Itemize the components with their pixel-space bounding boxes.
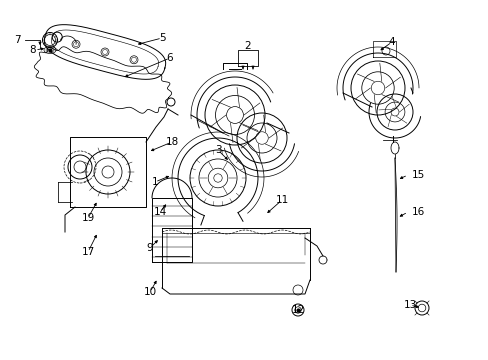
Text: 9: 9 — [146, 243, 153, 253]
Text: 15: 15 — [411, 170, 425, 180]
Text: 5: 5 — [159, 33, 165, 43]
Text: 1: 1 — [151, 177, 158, 187]
Text: 7: 7 — [14, 35, 20, 45]
Text: 17: 17 — [81, 247, 95, 257]
Text: 13: 13 — [403, 300, 416, 310]
Text: 10: 10 — [143, 287, 156, 297]
Text: 8: 8 — [30, 45, 36, 55]
Text: 14: 14 — [153, 207, 166, 217]
Text: 19: 19 — [81, 213, 95, 223]
Text: 2: 2 — [244, 41, 251, 51]
Text: 4: 4 — [388, 37, 394, 47]
Text: 12: 12 — [291, 305, 304, 315]
Text: 18: 18 — [165, 137, 178, 147]
Text: 16: 16 — [411, 207, 425, 217]
Text: 11: 11 — [275, 195, 288, 205]
Text: 6: 6 — [166, 53, 173, 63]
Text: 3: 3 — [214, 145, 221, 155]
